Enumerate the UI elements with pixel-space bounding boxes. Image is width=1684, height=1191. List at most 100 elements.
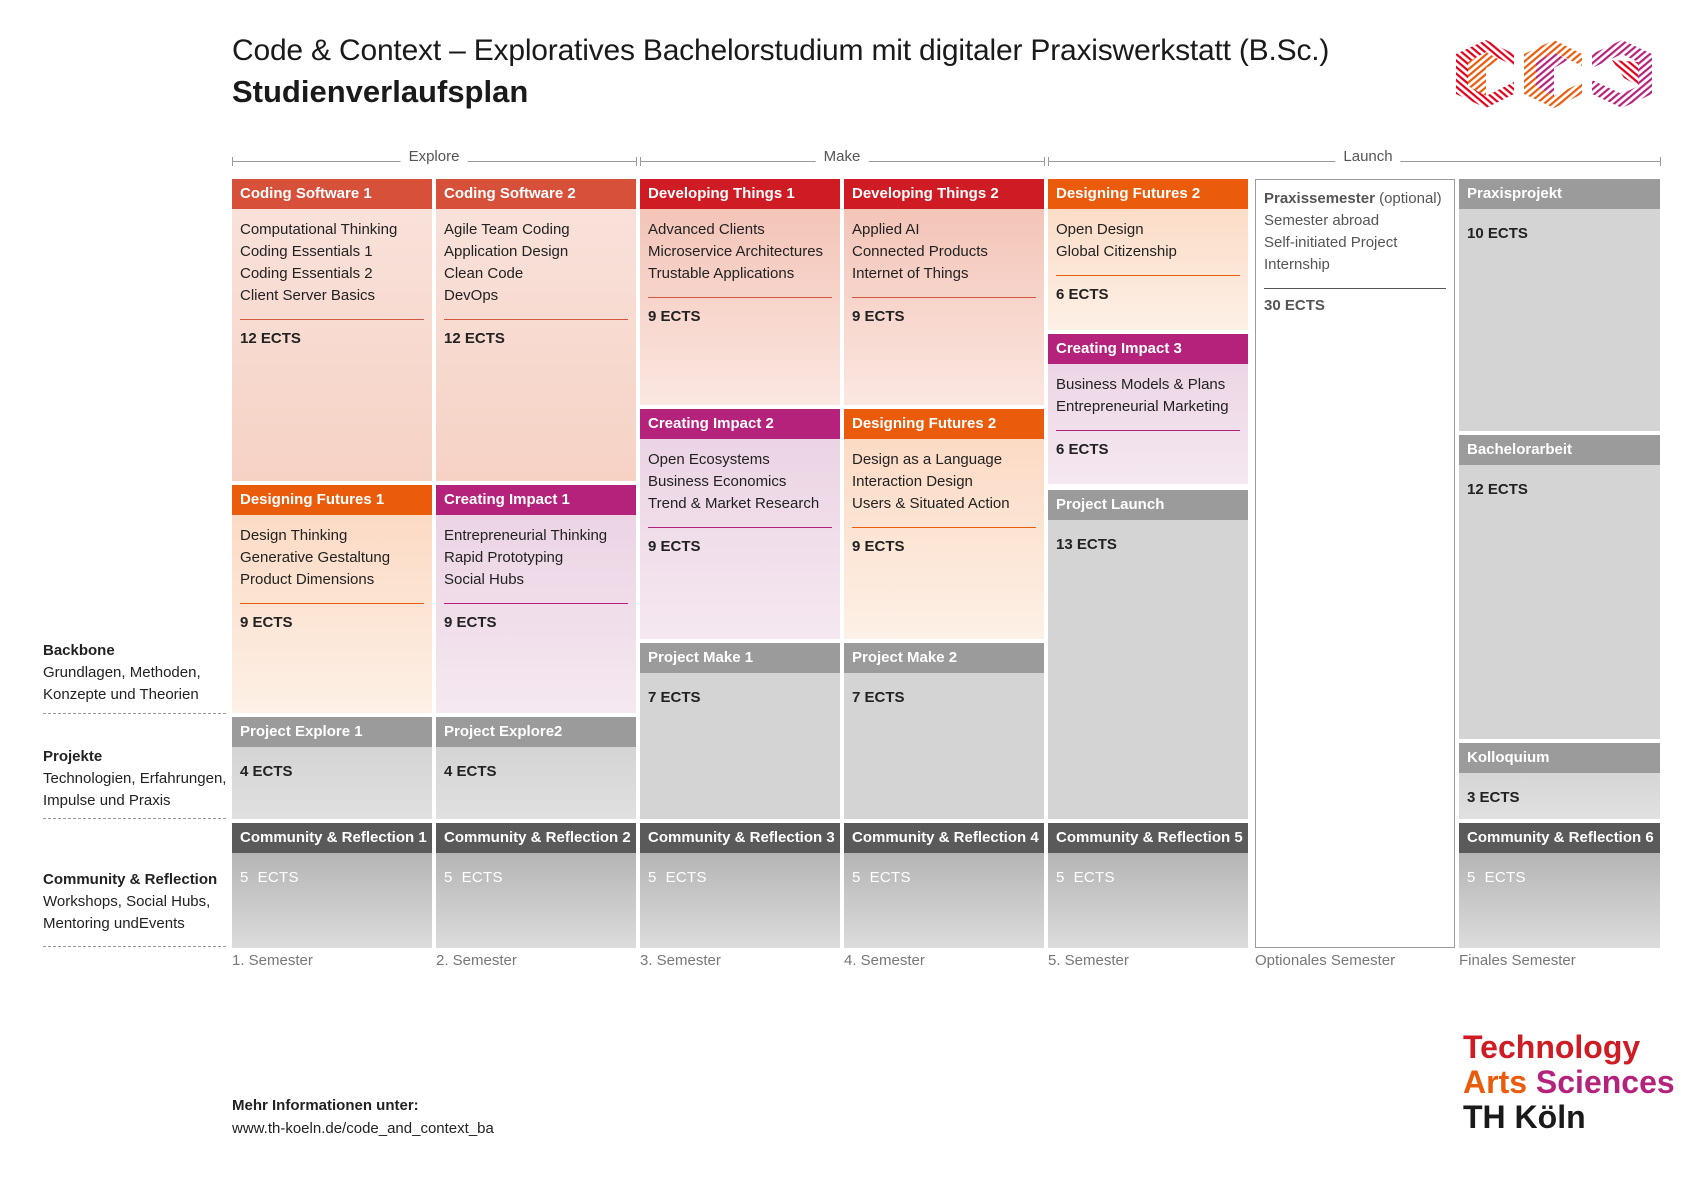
brand-arts: Arts [1463,1064,1528,1100]
phase-make-label: Make [815,148,869,165]
ects-value: 7 ECTS [648,689,701,706]
module-title: Bachelorarbeit [1459,435,1660,465]
legend-community: Community & Reflection Workshops, Social… [43,869,217,935]
module-item: Self-initiated Project [1264,234,1398,251]
divider [648,297,832,298]
module-item: Open Design [1056,221,1144,238]
ects-value: 5 ECTS [648,869,707,886]
module-item: Advanced Clients [648,221,765,238]
module-developing-things-1: Developing Things 1 Advanced Clients Mic… [640,179,840,405]
phase-tick [636,157,637,166]
module-title: Designing Futures 1 [232,485,432,515]
module-community-reflection-6: Community & Reflection 6 5 ECTS [1459,823,1660,948]
phase-launch-label: Launch [1335,148,1401,165]
module-bachelorarbeit: Bachelorarbeit 12 ECTS [1459,435,1660,739]
legend-title: Community & Reflection [43,871,218,888]
module-title: Project Launch [1048,490,1248,520]
divider [444,603,628,604]
ects-value: 5 ECTS [444,869,503,886]
ects-value: 4 ECTS [444,763,497,780]
module-project-make-1: Project Make 1 7 ECTS [640,643,840,819]
ects-value: 6 ECTS [1056,286,1109,303]
brand-th-koeln: TH Köln [1463,1099,1586,1135]
info-url[interactable]: www.th-koeln.de/code_and_context_ba [232,1120,494,1137]
ects-value: 30 ECTS [1264,297,1325,314]
module-item: Interaction Design [852,473,973,490]
module-item: Business Models & Plans [1056,376,1226,393]
ects-value: 9 ECTS [240,614,293,631]
module-item: Coding Essentials 2 [240,265,373,282]
module-project-launch: Project Launch 13 ECTS [1048,490,1248,819]
module-designing-futures-2b: Designing Futures 2 Design as a Language… [844,409,1044,639]
module-item: Entrepreneurial Thinking [444,527,608,544]
module-title: Community & Reflection 4 [844,823,1044,853]
module-item: Rapid Prototyping [444,549,564,566]
module-item: Microservice Architectures [648,243,824,260]
ects-value: 12 ECTS [240,330,301,347]
ects-value: 5 ECTS [1467,869,1526,886]
semester-label-4: 4. Semester [844,952,925,969]
ects-value: 9 ECTS [648,538,701,555]
divider [1056,275,1240,276]
module-kolloquium: Kolloquium 3 ECTS [1459,743,1660,819]
ects-value: 5 ECTS [240,869,299,886]
semester-label-2: 2. Semester [436,952,517,969]
page-subtitle: Studienverlaufsplan [232,74,529,109]
divider [1056,430,1240,431]
module-coding-software-2: Coding Software 2 Agile Team Coding Appl… [436,179,636,481]
ects-value: 6 ECTS [1056,441,1109,458]
semester-label-1: 1. Semester [232,952,313,969]
module-title: Project Make 2 [844,643,1044,673]
ects-value: 12 ECTS [1467,481,1528,498]
module-title: Creating Impact 2 [640,409,840,439]
module-item: Trustable Applications [648,265,795,282]
ects-value: 9 ECTS [852,308,905,325]
ects-value: 12 ECTS [444,330,505,347]
semester-label-final: Finales Semester [1459,952,1576,969]
module-title: Community & Reflection 2 [436,823,636,853]
module-item: Agile Team Coding [444,221,570,238]
module-title: Creating Impact 3 [1048,334,1248,364]
module-item: Application Design [444,243,569,260]
module-item: Business Economics [648,473,787,490]
module-title: Praxisprojekt [1459,179,1660,209]
divider [240,603,424,604]
module-item: Client Server Basics [240,287,376,304]
module-item: Applied AI [852,221,920,238]
module-praxissemester: Praxissemester (optional) Semester abroa… [1255,179,1455,948]
module-title: Designing Futures 2 [1048,179,1248,209]
info-label: Mehr Informationen unter: [232,1097,419,1114]
legend-line: Konzepte und Theorien [43,686,199,703]
legend-line: Impulse und Praxis [43,792,171,809]
semester-label-optional: Optionales Semester [1255,952,1396,969]
more-info: Mehr Informationen unter: www.th-koeln.d… [232,1094,494,1140]
semester-label-5: 5. Semester [1048,952,1129,969]
module-item: Clean Code [444,265,524,282]
divider [444,319,628,320]
module-item: Product Dimensions [240,571,375,588]
semester-label-3: 3. Semester [640,952,721,969]
legend-line: Technologien, Erfahrungen, [43,770,227,787]
legend-line: Workshops, Social Hubs, [43,893,211,910]
module-designing-futures-2a: Designing Futures 2 Open Design Global C… [1048,179,1248,330]
ects-value: 7 ECTS [852,689,905,706]
module-title: Kolloquium [1459,743,1660,773]
module-title: Developing Things 1 [640,179,840,209]
legend-divider [43,946,226,947]
phase-tick [1660,157,1661,166]
module-item: Global Citizenship [1056,243,1177,260]
brand-sciences: Sciences [1535,1064,1675,1100]
module-title: Project Explore2 [436,717,636,747]
divider [240,319,424,320]
praxissemester-optional: (optional) [1374,190,1442,207]
module-title: Coding Software 2 [436,179,636,209]
module-community-reflection-1: Community & Reflection 1 5 ECTS [232,823,432,948]
praxissemester-title: Praxissemester [1264,190,1375,207]
module-item: Internship [1264,256,1330,273]
divider [648,527,832,528]
module-title: Community & Reflection 1 [232,823,432,853]
legend-projekte: Projekte Technologien, Erfahrungen, Impu… [43,746,226,812]
legend-line: Grundlagen, Methoden, [43,664,201,681]
module-community-reflection-5: Community & Reflection 5 5 ECTS [1048,823,1248,948]
module-project-make-2: Project Make 2 7 ECTS [844,643,1044,819]
